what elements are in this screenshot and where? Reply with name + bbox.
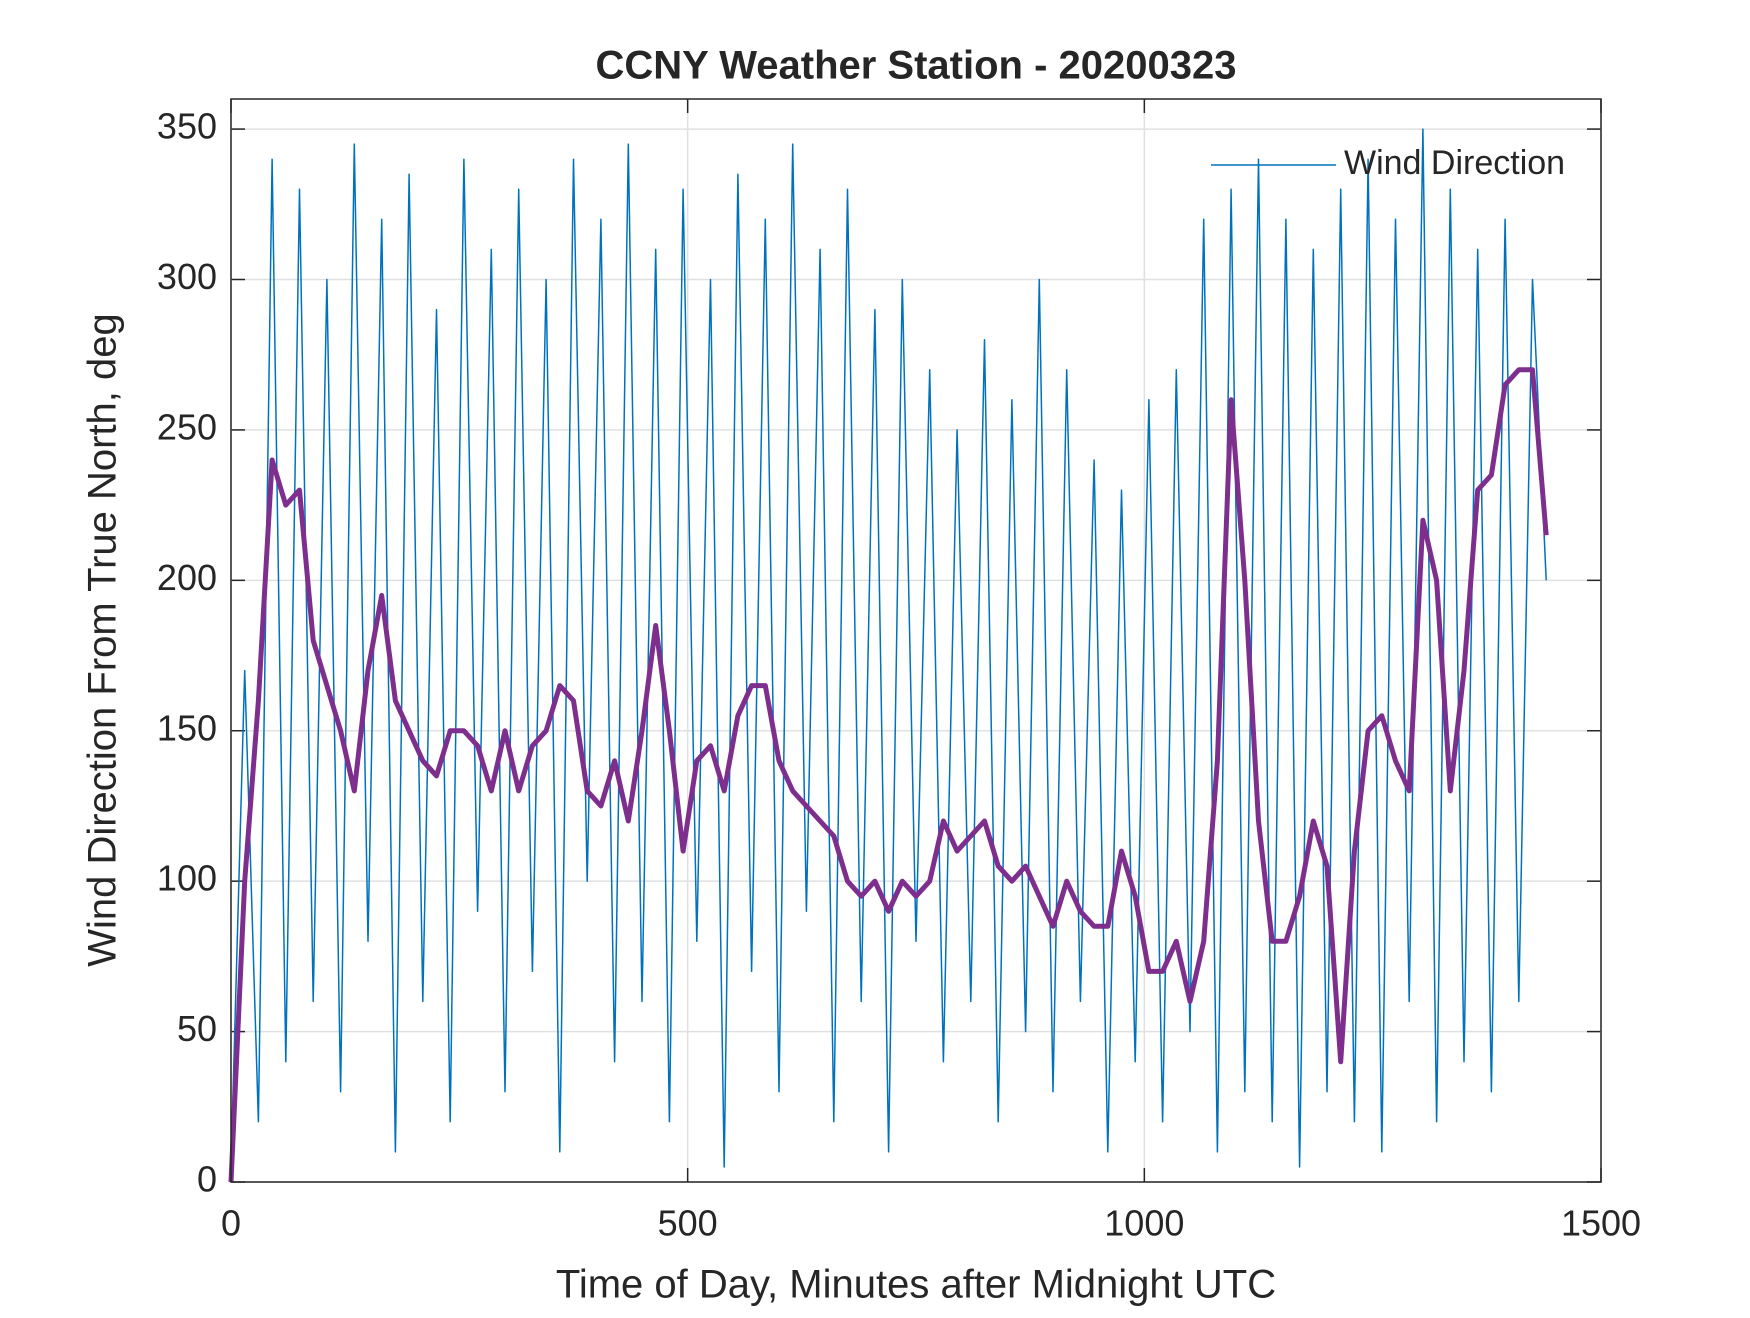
y-tick-label: 0: [197, 1159, 217, 1200]
y-tick-label: 200: [157, 557, 217, 598]
y-tick-label: 250: [157, 406, 217, 447]
y-tick-label: 150: [157, 707, 217, 748]
y-axis-label: Wind Direction From True North, deg: [81, 313, 125, 967]
axes-box: [230, 98, 1602, 1183]
x-tick-label: 500: [658, 1203, 718, 1244]
x-axis-label: Time of Day, Minutes after Midnight UTC: [556, 1263, 1276, 1307]
legend-label: Wind Direction: [1344, 144, 1565, 182]
y-tick-label: 50: [177, 1008, 217, 1049]
data-line: [230, 128, 1547, 1168]
y-tick-label: 350: [157, 106, 217, 147]
chart-title: CCNY Weather Station - 20200323: [596, 44, 1237, 88]
y-tick-label: 300: [157, 256, 217, 297]
y-tick-label: 100: [157, 858, 217, 899]
x-tick-label: 1500: [1561, 1203, 1641, 1244]
x-tick-label: 0: [221, 1203, 241, 1244]
data-line: [228, 367, 1549, 1183]
x-tick-label: 1000: [1104, 1203, 1184, 1244]
